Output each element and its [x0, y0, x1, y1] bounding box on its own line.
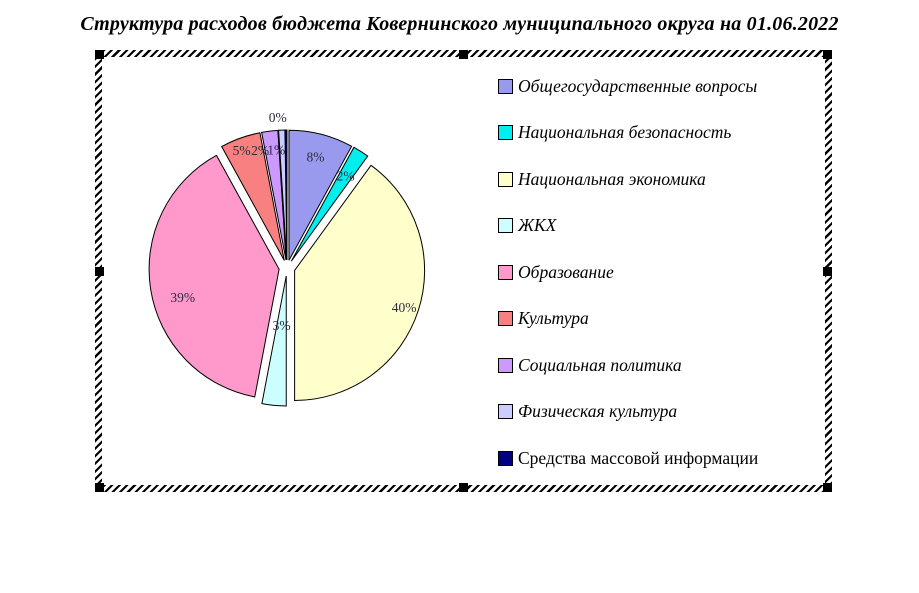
frame-handle-top-left[interactable] — [95, 50, 104, 59]
legend-color-swatch — [498, 357, 513, 373]
legend-label: Средства массовой информации — [518, 447, 759, 468]
legend-item[interactable]: Физическая культура — [498, 389, 823, 436]
pie-slice-8[interactable] — [284, 129, 288, 261]
legend-color-swatch — [498, 264, 513, 280]
pie-slice-2[interactable] — [294, 164, 426, 401]
legend-label: Физическая культура — [518, 401, 678, 422]
legend-label: Образование — [518, 261, 614, 282]
pie-slice-5[interactable] — [220, 132, 285, 261]
pie-slice-0[interactable] — [288, 129, 353, 261]
legend-item[interactable]: Культура — [498, 296, 823, 343]
chart-title: Структура расходов бюджета Ковернинского… — [80, 13, 839, 35]
pie-slice-1[interactable] — [290, 146, 369, 262]
legend-color-swatch — [498, 404, 513, 420]
slice-label: 5% — [233, 143, 251, 158]
legend-color-swatch — [498, 218, 513, 234]
frame-handle-middle-left[interactable] — [95, 266, 104, 276]
legend-item[interactable]: Национальная экономика — [498, 156, 823, 203]
legend-item[interactable]: Средства массовой информации — [498, 435, 823, 482]
legend-color-swatch — [498, 311, 513, 327]
slice-label: 3% — [273, 318, 291, 333]
pie-chart: 8%2%40%3%39%5% 2%1%0% — [148, 110, 426, 407]
frame-handle-top-middle[interactable] — [459, 50, 468, 59]
pie-slice-4[interactable] — [148, 154, 280, 398]
legend-item[interactable]: Национальная безопасность — [498, 110, 823, 157]
chart-frame: 8% 2% 40% 3% 39% 5% 2% 1% 0% Общегосударственные… — [95, 50, 832, 492]
legend-color-swatch — [498, 78, 513, 94]
legend-label: Национальная экономика — [518, 168, 706, 189]
frame-handle-top-right[interactable] — [823, 50, 832, 59]
legend-item[interactable]: ЖКХ — [498, 203, 823, 250]
legend-color-swatch — [498, 125, 513, 141]
legend-item[interactable]: Образование — [498, 249, 823, 296]
legend-label: Национальная безопасность — [518, 122, 732, 143]
slice-label: 40% — [392, 300, 417, 315]
frame-handle-bottom-middle[interactable] — [459, 483, 468, 492]
legend-color-swatch — [498, 171, 513, 187]
legend: Общегосударственные вопросы Национальная … — [498, 63, 823, 482]
slice-label: 39% — [170, 290, 195, 305]
slice-label: 8% — [306, 150, 324, 165]
legend-item[interactable]: Социальная политика — [498, 342, 823, 389]
legend-label: ЖКХ — [518, 215, 557, 236]
slice-label: 1% — [267, 142, 285, 157]
legend-label: Общегосударственные вопросы — [518, 75, 758, 96]
slice-label: 2% — [251, 143, 269, 158]
pie-slice-6[interactable] — [261, 129, 287, 261]
frame-handle-bottom-left[interactable] — [95, 483, 104, 492]
legend-label: Культура — [518, 308, 589, 329]
legend-label: Социальная политика — [518, 354, 682, 375]
slice-label: 2% — [337, 168, 355, 183]
frame-handle-bottom-right[interactable] — [823, 483, 832, 492]
legend-color-swatch — [498, 450, 513, 466]
legend-item[interactable]: Общегосударственные вопросы — [498, 63, 823, 110]
pie-slice-3[interactable] — [261, 275, 287, 407]
slice-label: 0% — [269, 110, 287, 125]
frame-handle-middle-right[interactable] — [823, 266, 832, 276]
